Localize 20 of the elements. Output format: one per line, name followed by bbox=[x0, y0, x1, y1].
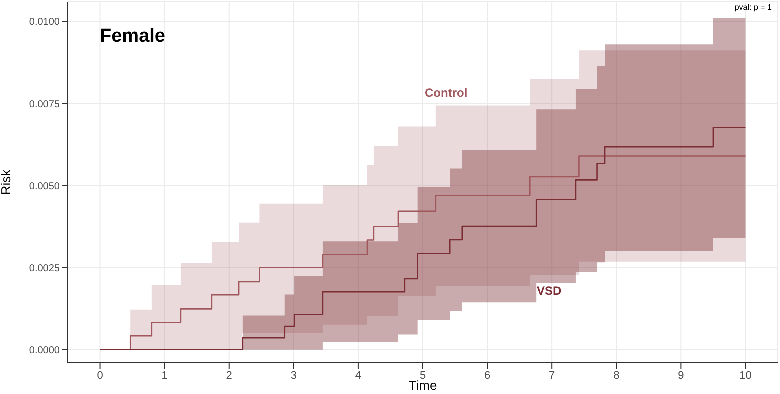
y-tick-label: 0.0025 bbox=[29, 263, 60, 274]
x-tick-label: 3 bbox=[290, 370, 297, 382]
x-tick-label: 6 bbox=[484, 370, 491, 382]
x-tick-label: 1 bbox=[162, 370, 168, 382]
x-tick-label: 2 bbox=[226, 370, 232, 382]
x-tick-label: 9 bbox=[678, 370, 684, 382]
y-tick-label: 0.0000 bbox=[29, 345, 60, 356]
x-tick-label: 4 bbox=[355, 370, 362, 382]
text: Control bbox=[425, 86, 468, 100]
x-tick-label: 7 bbox=[549, 370, 556, 382]
y-tick-label: 0.0050 bbox=[29, 181, 60, 192]
y-axis-title: Risk bbox=[0, 169, 14, 196]
text: VSD bbox=[537, 284, 562, 298]
y-tick-label: 0.0100 bbox=[29, 17, 60, 28]
x-tick-label: 8 bbox=[614, 370, 620, 382]
annotation: pval: p = 1 bbox=[734, 3, 772, 12]
annotation: Female bbox=[100, 26, 166, 48]
y-tick-label: 0.0075 bbox=[29, 99, 60, 110]
x-tick-label: 0 bbox=[97, 370, 104, 382]
x-tick-label: 10 bbox=[740, 370, 752, 382]
